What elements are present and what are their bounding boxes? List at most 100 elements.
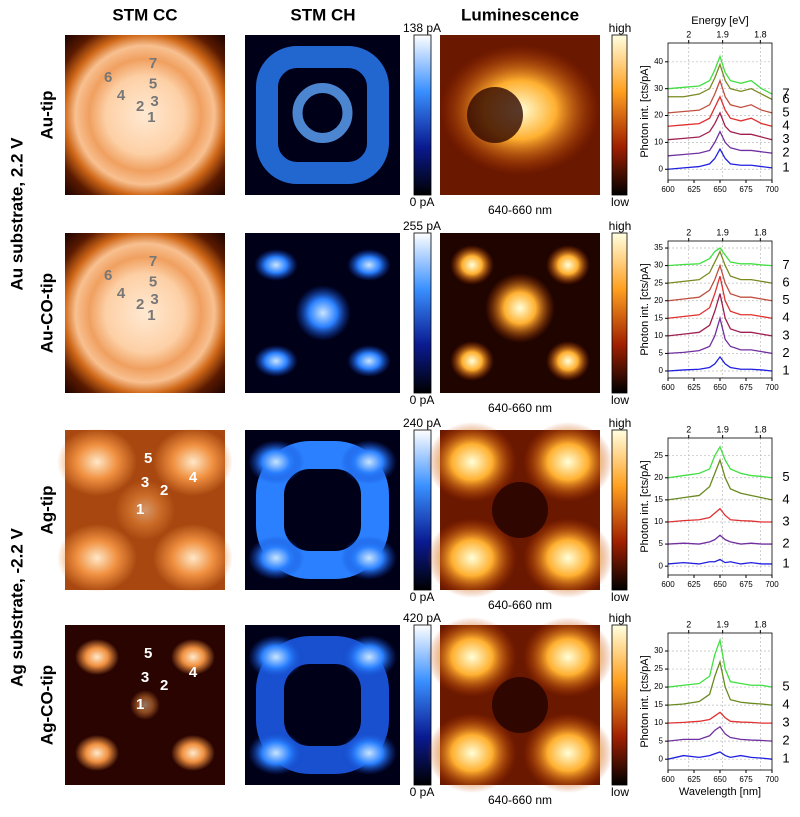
- series-label: 7: [782, 85, 789, 100]
- spectrum-line: [667, 659, 773, 706]
- lum-lobe: [427, 617, 517, 697]
- spectrum-line: [667, 534, 772, 545]
- y-tick-label: 0: [659, 366, 664, 375]
- ch-colorbar: [413, 429, 432, 591]
- stm-ch-ring: [256, 441, 389, 579]
- lum-lobe: [523, 518, 613, 598]
- x-tick-label: 675: [739, 185, 753, 194]
- x-tick-label: 700: [765, 383, 779, 392]
- lum-colorbar-min: low: [611, 393, 629, 407]
- column-header: STM CC: [112, 5, 177, 24]
- x-tick-label: 600: [661, 383, 675, 392]
- series-label: 5: [782, 679, 789, 694]
- spectrum-line: [667, 275, 773, 319]
- group-label: Au substrate, 2.2 V: [7, 137, 26, 291]
- spectrum-line: [667, 725, 773, 742]
- spectrum-line: [667, 54, 773, 95]
- stm-ch-lobe: [248, 635, 304, 679]
- point-label: 1: [147, 307, 155, 324]
- stm-cc-lobe: [171, 735, 215, 771]
- stm-ch-lobe: [341, 536, 397, 580]
- y-tick-label: 15: [654, 700, 663, 709]
- plot-frame: [667, 437, 773, 576]
- lum-lobe: [450, 245, 494, 285]
- x-tick-label: 600: [661, 580, 675, 589]
- y-axis-label: Photon int. [cts/pA]: [639, 655, 651, 747]
- stm-cc-lobe: [57, 524, 137, 592]
- point-label: 4: [189, 469, 198, 486]
- spectrum-line: [667, 751, 773, 760]
- y-axis-label: Photon int. [cts/pA]: [639, 263, 651, 355]
- lum-lobe: [523, 617, 613, 697]
- series-label: 3: [782, 131, 789, 146]
- series-label: 4: [782, 491, 789, 506]
- lum-lobe: [523, 422, 613, 502]
- point-label: 1: [136, 501, 144, 518]
- lum-colorbar-max: high: [609, 416, 632, 430]
- spectrum-line: [667, 249, 773, 284]
- y-tick-label: 10: [654, 718, 663, 727]
- stm-ch-lobe: [248, 536, 304, 580]
- series-label: 3: [782, 715, 789, 730]
- y-tick-label: 20: [654, 682, 663, 691]
- lum-caption: 640-660 nm: [488, 793, 552, 807]
- stm-cc-lobe: [171, 639, 215, 675]
- plot-frame: [667, 632, 773, 771]
- lum-colorbar-max: high: [609, 21, 632, 35]
- lum-lobe: [523, 713, 613, 793]
- point-label: 5: [149, 76, 157, 93]
- spectrum-line: [667, 711, 772, 724]
- spectrum-line: [667, 558, 772, 565]
- spectrum-line: [667, 147, 773, 170]
- point-label: 3: [141, 669, 149, 686]
- series-label: 3: [782, 513, 789, 528]
- x-tick-label: 675: [739, 383, 753, 392]
- series-label: 6: [782, 91, 789, 106]
- ch-colorbar: [413, 232, 432, 394]
- lum-colorbar-min: low: [611, 785, 629, 799]
- point-label: 5: [144, 645, 152, 662]
- point-label: 7: [149, 55, 157, 72]
- y-tick-label: 25: [654, 664, 663, 673]
- series-label: 2: [782, 733, 789, 748]
- y-tick-label: 5: [659, 736, 664, 745]
- x-tick-label: 650: [713, 775, 727, 784]
- spectrum-line: [667, 355, 773, 372]
- x-tick-label: 625: [687, 580, 701, 589]
- point-label: 3: [150, 93, 158, 110]
- stm-ch-ring: [292, 83, 353, 143]
- stm-ch-lobe: [248, 731, 304, 775]
- point-label: 2: [160, 482, 168, 499]
- stm-cc-image: [65, 35, 225, 195]
- spectrum-line: [667, 637, 773, 688]
- series-label: 5: [782, 292, 789, 307]
- point-label: 1: [147, 109, 155, 126]
- x-tick-label: 650: [713, 383, 727, 392]
- x-tick-label: 625: [687, 185, 701, 194]
- lum-colorbar-max: high: [609, 611, 632, 625]
- y-tick-label: 5: [659, 539, 664, 548]
- ch-colorbar-min: 0 pA: [410, 393, 435, 407]
- x-tick-label: 675: [739, 775, 753, 784]
- y-tick-label: 5: [659, 349, 664, 358]
- spectrum-line: [667, 130, 773, 157]
- spectrum-line: [667, 293, 773, 337]
- lum-lobe: [450, 341, 494, 381]
- lum-colorbar: [611, 232, 628, 394]
- ch-colorbar-min: 0 pA: [410, 195, 435, 209]
- stm-ch-center: [295, 285, 351, 341]
- spectrum-line: [667, 507, 772, 523]
- point-label: 2: [136, 296, 144, 313]
- row-label: Au-CO-tip: [37, 273, 56, 353]
- lum-colorbar-min: low: [611, 195, 629, 209]
- lum-lobe: [546, 245, 590, 285]
- series-label: 6: [782, 275, 789, 290]
- point-label: 3: [141, 474, 149, 491]
- y-axis-label: Photon int. [cts/pA]: [639, 65, 651, 157]
- y-tick-label: 30: [654, 84, 663, 93]
- x-tick-label: 600: [661, 775, 675, 784]
- y-tick-label: 25: [654, 278, 663, 287]
- x-axis-label: Wavelength [nm]: [679, 786, 761, 798]
- lum-colorbar-min: low: [611, 590, 629, 604]
